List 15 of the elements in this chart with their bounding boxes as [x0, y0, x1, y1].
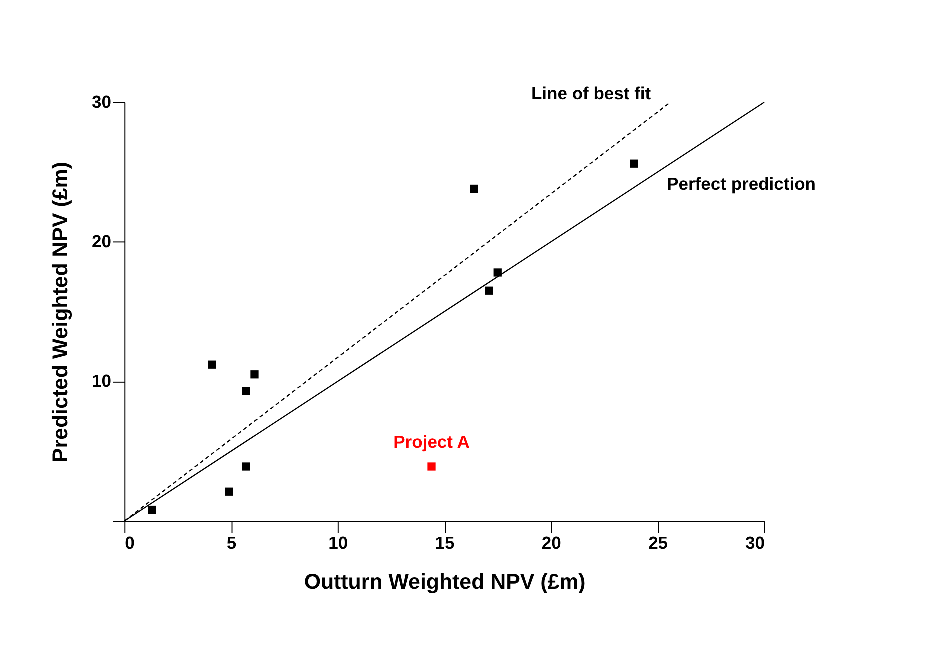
x-tick-label: 30 — [745, 532, 766, 553]
series-label: Perfect prediction — [667, 174, 816, 194]
x-tick-label: 15 — [435, 532, 456, 553]
x-tick-label: 20 — [542, 532, 562, 553]
y-tick-label: 30 — [92, 92, 112, 112]
y-axis-title: Predicted Weighted NPV (£m) — [48, 162, 73, 463]
x-axis-title: Outturn Weighted NPV (£m) — [304, 570, 586, 594]
x-tick-label: 10 — [328, 532, 348, 553]
x-tick-label: 5 — [226, 532, 237, 553]
y-tick-label: 20 — [92, 231, 112, 252]
series-label: Line of best fit — [531, 84, 652, 104]
series-label: Project A — [394, 432, 470, 452]
x-tick-label: 0 — [125, 532, 136, 553]
y-tick-label: 10 — [92, 370, 112, 391]
x-tick-label: 25 — [648, 532, 668, 553]
